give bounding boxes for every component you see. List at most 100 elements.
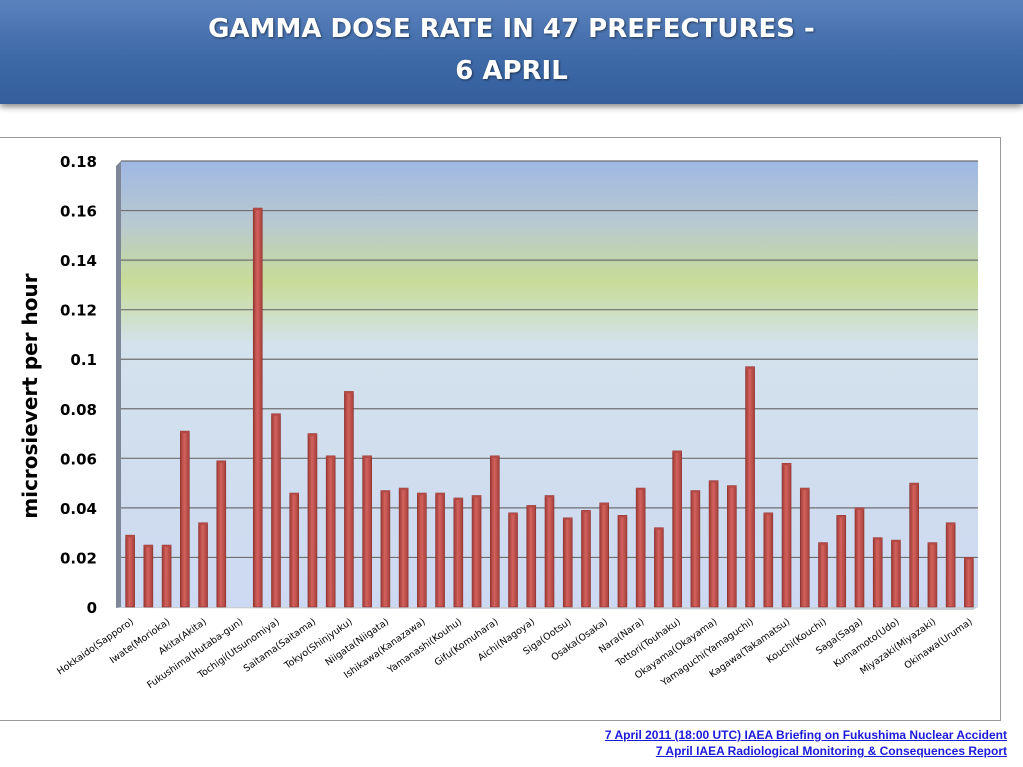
bar-cap <box>818 542 828 545</box>
y-tick-label: 0.12 <box>60 302 97 320</box>
bar <box>471 495 482 608</box>
bar-cap <box>253 208 263 211</box>
page-title-line1: GAMMA DOSE RATE IN 47 PREFECTURES - <box>208 14 815 44</box>
bar <box>672 450 682 608</box>
bar-cap <box>307 433 317 436</box>
bar-cap <box>800 488 810 491</box>
bar <box>708 480 719 608</box>
bar <box>325 455 336 608</box>
bar-cap <box>854 507 864 510</box>
bar <box>818 542 828 608</box>
y-tick-label: 0.08 <box>60 401 97 419</box>
bar <box>781 462 792 608</box>
bar <box>161 544 172 608</box>
bar <box>872 537 883 608</box>
y-tick-label: 0.16 <box>60 203 97 221</box>
bar-cap <box>617 515 627 518</box>
bar-cap <box>435 493 445 496</box>
bar <box>398 487 409 608</box>
bar-cap <box>362 455 372 458</box>
bar-cap <box>636 488 646 491</box>
bar-cap <box>326 455 336 458</box>
bar <box>271 413 281 608</box>
bar <box>344 391 354 608</box>
bar-cap <box>727 485 737 488</box>
bar <box>635 487 646 608</box>
y-tick-label: 0.04 <box>60 500 97 518</box>
bar-cap <box>162 545 172 548</box>
bar <box>727 485 737 608</box>
y-tick-label: 0.02 <box>60 549 97 567</box>
bar <box>690 490 701 608</box>
sources: 7 April 2011 (18:00 UTC) IAEA Briefing o… <box>605 727 1007 759</box>
bar <box>307 433 318 608</box>
bar-cap <box>344 391 354 394</box>
bar <box>526 505 537 608</box>
bar-cap <box>508 512 518 515</box>
bar-cap <box>271 413 281 416</box>
bar <box>180 430 190 608</box>
bar <box>508 512 518 608</box>
y-tick-label: 0.14 <box>60 252 97 270</box>
bar-cap <box>380 490 390 493</box>
bar-cap <box>964 557 974 560</box>
x-tick-label: Okinawa(Uruma) <box>902 616 974 671</box>
bar <box>891 539 901 608</box>
bar-cap <box>690 490 700 493</box>
bar-cap <box>891 540 901 543</box>
bar <box>489 455 500 608</box>
bar-cap <box>180 431 190 434</box>
bar <box>836 515 847 608</box>
bar-cap <box>545 495 554 498</box>
y-tick-label: 0.06 <box>60 450 97 468</box>
bar <box>763 512 774 608</box>
bar <box>417 492 427 608</box>
bar <box>435 492 445 608</box>
bar <box>252 207 263 608</box>
bar-cap <box>289 493 299 496</box>
bar-cap <box>526 505 536 508</box>
bar-cap <box>927 542 937 545</box>
bar <box>289 492 300 608</box>
bar-cap <box>909 483 919 486</box>
y-tick-label: 0.1 <box>70 351 97 369</box>
bar <box>143 544 154 608</box>
bar-cap <box>782 463 792 466</box>
source-link-report[interactable]: 7 April IAEA Radiological Monitoring & C… <box>655 744 1007 758</box>
bar-cap <box>417 493 427 496</box>
bar-cap <box>563 517 573 520</box>
bar-cap <box>216 460 226 463</box>
bar-cap <box>873 537 883 540</box>
bar <box>362 455 372 608</box>
y-axis-title: microsievert per hour <box>18 273 42 518</box>
bar-cap <box>125 535 135 538</box>
bar <box>799 487 810 608</box>
bar <box>945 522 956 608</box>
plot-side-wall <box>116 161 121 608</box>
bar <box>453 497 464 608</box>
bar-cap <box>763 512 773 515</box>
bar <box>380 490 391 608</box>
bar-cap <box>709 480 719 483</box>
bar-cap <box>143 545 153 548</box>
bar-cap <box>672 450 682 453</box>
bar-cap <box>490 455 500 458</box>
title-banner: GAMMA DOSE RATE IN 47 PREFECTURES - 6 AP… <box>0 0 1023 104</box>
bar <box>617 515 628 608</box>
bar <box>854 507 865 608</box>
bar <box>599 502 610 608</box>
source-link-briefing[interactable]: 7 April 2011 (18:00 UTC) IAEA Briefing o… <box>604 728 1007 742</box>
bar <box>654 527 664 608</box>
bar-cap <box>581 510 591 513</box>
bar <box>562 517 573 608</box>
bar <box>745 366 755 608</box>
bar <box>909 482 919 608</box>
bar-cap <box>399 488 409 491</box>
plot-floor <box>116 607 978 610</box>
bar <box>581 510 591 608</box>
bar-cap <box>599 502 609 505</box>
bar <box>198 522 208 608</box>
bar-cap <box>654 527 664 530</box>
y-tick-label: 0 <box>87 599 97 617</box>
dose-rate-chart: 00.020.040.060.080.10.120.140.160.18 Hok… <box>18 153 978 691</box>
